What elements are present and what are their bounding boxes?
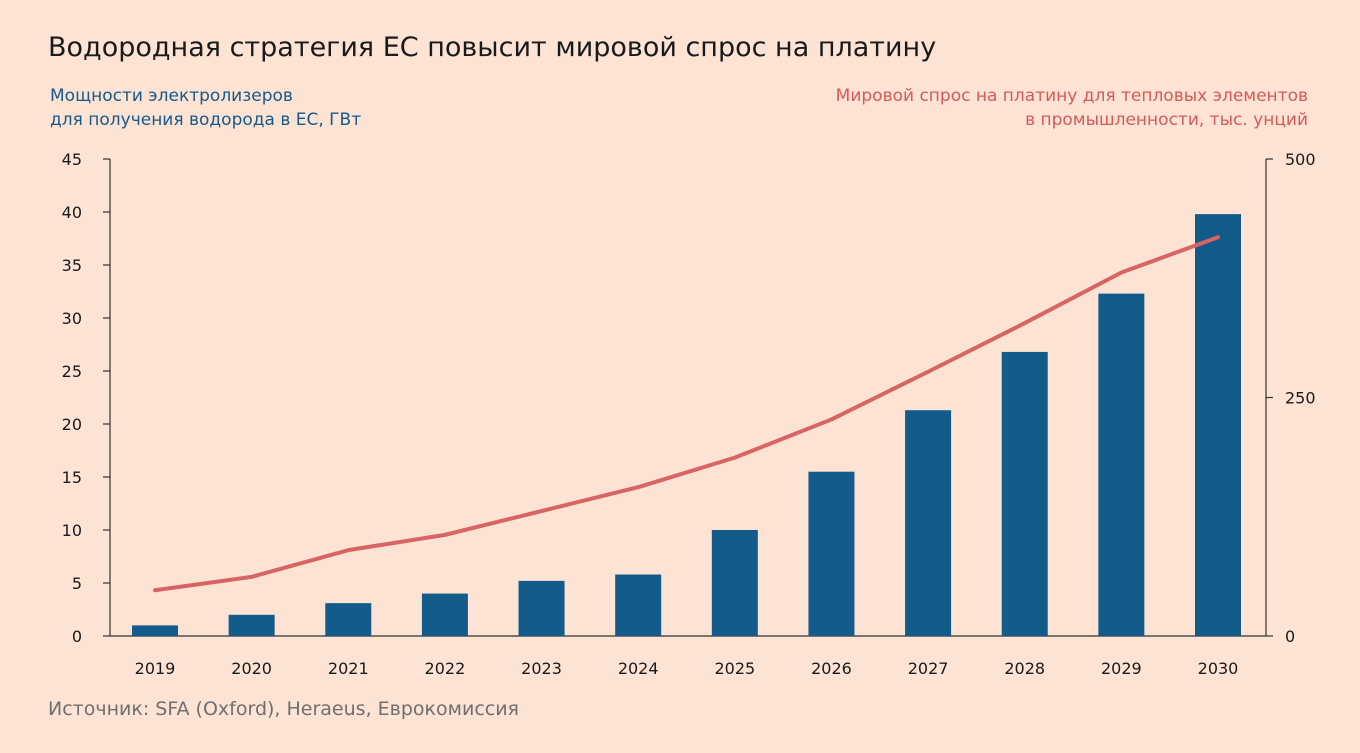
bar-2026 <box>808 471 855 636</box>
demand-line <box>153 235 1220 593</box>
bar-2029 <box>1098 293 1145 636</box>
x-tick-label: 2026 <box>811 659 852 678</box>
bar-2023 <box>518 580 565 636</box>
x-tick-label: 2023 <box>521 659 562 678</box>
left-tick-label: 10 <box>62 521 82 540</box>
left-tick-label: 45 <box>62 150 82 169</box>
left-tick-label: 40 <box>62 203 82 222</box>
x-tick-label: 2028 <box>1004 659 1045 678</box>
x-tick-label: 2020 <box>231 659 272 678</box>
left-tick-label: 35 <box>62 256 82 275</box>
bar-2019 <box>132 625 178 636</box>
left-tick-label: 5 <box>72 574 82 593</box>
x-tick-label: 2022 <box>425 659 466 678</box>
bar-2027 <box>905 410 952 636</box>
x-tick-label: 2021 <box>328 659 369 678</box>
right-axis-label: Мировой спрос на платину для тепловых эл… <box>835 86 1308 130</box>
bar-2022 <box>421 593 468 636</box>
chart-title: Водородная стратегия ЕС повысит мировой … <box>48 32 937 63</box>
left-tick-label: 15 <box>62 468 82 487</box>
right-tick-label: 0 <box>1285 627 1295 646</box>
bars-layer <box>132 214 1241 636</box>
right-tick-label: 500 <box>1285 150 1316 169</box>
x-tick-label: 2030 <box>1198 659 1239 678</box>
bar-2024 <box>615 574 662 636</box>
bar-2028 <box>1001 351 1048 636</box>
bar-2021 <box>325 603 372 636</box>
source-note: Источник: SFA (Oxford), Heraeus, Евроком… <box>48 698 519 720</box>
x-tick-label: 2029 <box>1101 659 1142 678</box>
left-tick-label: 0 <box>72 627 82 646</box>
bar-2020 <box>228 614 275 636</box>
x-tick-label: 2024 <box>618 659 659 678</box>
left-axis-label: Мощности электролизеров для получения во… <box>50 86 362 130</box>
bar-2025 <box>711 530 758 636</box>
left-tick-label: 20 <box>62 415 82 434</box>
line-layer <box>153 235 1220 593</box>
x-tick-label: 2025 <box>714 659 755 678</box>
x-tick-label: 2027 <box>908 659 949 678</box>
right-tick-label: 250 <box>1285 389 1316 408</box>
axes-layer <box>103 158 1273 637</box>
left-tick-label: 25 <box>62 362 82 381</box>
x-tick-label: 2019 <box>135 659 176 678</box>
left-tick-label: 30 <box>62 309 82 328</box>
bar-2030 <box>1195 214 1241 636</box>
